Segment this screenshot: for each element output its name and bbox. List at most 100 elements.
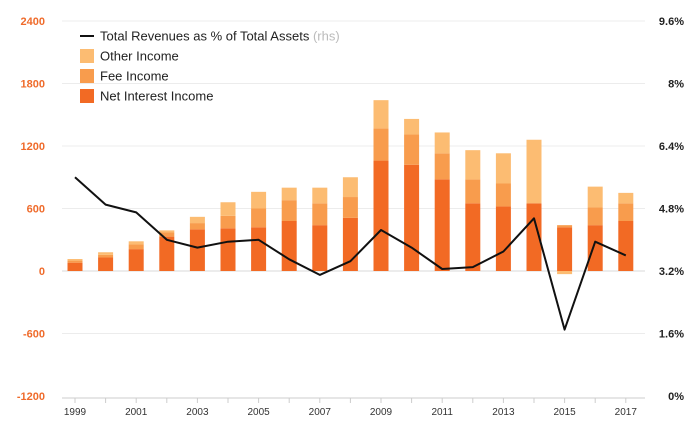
bar-fee-income-2001 <box>128 244 144 250</box>
left-tick-label: 1200 <box>21 141 45 153</box>
right-tick-label: 0% <box>668 391 684 403</box>
bar-other-income-2013 <box>495 153 511 184</box>
bar-other-income-2009 <box>373 100 389 129</box>
x-tick-label: 2001 <box>125 407 148 418</box>
bar-fee-income-2003 <box>189 223 205 230</box>
bar-net-interest-income-2014 <box>526 203 542 271</box>
bar-net-interest-income-2004 <box>220 228 236 271</box>
bar-fee-income-2007 <box>312 203 328 226</box>
x-tick-label: 2009 <box>370 407 393 418</box>
legend-swatch-other-income <box>80 49 94 63</box>
bar-fee-income-2005 <box>251 208 267 228</box>
bar-fee-income-2009 <box>373 128 389 161</box>
legend: Total Revenues as % of Total Assets (rhs… <box>80 29 340 104</box>
bars <box>67 100 634 275</box>
bar-fee-income-2013 <box>495 183 511 207</box>
right-tick-label: 9.6% <box>659 16 684 28</box>
bar-net-interest-income-2006 <box>281 221 297 271</box>
legend-item-fee-income: Fee Income <box>80 69 169 84</box>
legend-item-other-income: Other Income <box>80 49 179 64</box>
bar-fee-income-1999 <box>67 260 83 263</box>
bar-net-interest-income-2012 <box>465 203 481 271</box>
revenue-ratio-line-layer <box>74 176 627 331</box>
bar-net-interest-income-2009 <box>373 160 389 271</box>
right-tick-label: 3.2% <box>659 266 684 278</box>
x-axis: 1999 2001 2003 2005 2007 2009 2011 2013 2015 2017 <box>64 398 637 418</box>
bar-fee-income-2011 <box>434 153 450 180</box>
right-tick-label: 8% <box>668 79 684 91</box>
left-tick-label: -600 <box>23 329 45 341</box>
right-tick-label: 6.4% <box>659 141 684 153</box>
bar-net-interest-income-2016 <box>587 225 603 271</box>
bar-net-interest-income-2001 <box>128 249 144 271</box>
bar-other-income-1999 <box>67 259 83 261</box>
right-axis: 9.6% 8% 6.4% 4.8% 3.2% 1.6% 0% <box>659 16 684 403</box>
bar-other-income-2010 <box>404 118 420 135</box>
bar-other-income-2003 <box>189 216 205 224</box>
bar-net-interest-income-2011 <box>434 179 450 271</box>
right-tick-label: 4.8% <box>659 204 684 216</box>
bar-other-income-2014 <box>526 139 542 204</box>
bar-fee-income-2010 <box>404 134 420 165</box>
bar-fee-income-2004 <box>220 215 236 229</box>
legend-item-revenue-ratio: Total Revenues as % of Total Assets (rhs… <box>80 29 340 44</box>
bar-other-income-2007 <box>312 187 328 204</box>
bar-fee-income-2006 <box>281 200 297 221</box>
bar-other-income-2005 <box>251 191 267 209</box>
x-tick-label: 2013 <box>492 407 515 418</box>
bar-net-interest-income-1999 <box>67 262 83 271</box>
bar-other-income-2008 <box>342 177 358 198</box>
legend-swatch-net-interest-income <box>80 89 94 103</box>
bar-fee-income-2002 <box>159 232 175 237</box>
bar-fee-income-2000 <box>98 254 114 258</box>
bar-fee-income-2015 <box>557 225 573 228</box>
bar-other-income-2006 <box>281 187 297 201</box>
bar-fee-income-2016 <box>587 207 603 226</box>
bar-net-interest-income-2000 <box>98 257 114 271</box>
left-tick-label: 2400 <box>21 16 45 28</box>
bar-net-interest-income-2002 <box>159 236 175 271</box>
x-tick-label: 2003 <box>186 407 209 418</box>
bar-net-interest-income-2007 <box>312 225 328 271</box>
x-tick-label: 2015 <box>553 407 576 418</box>
bar-other-income-2015 <box>557 271 573 275</box>
bar-fee-income-2012 <box>465 179 481 204</box>
gridlines <box>62 20 645 334</box>
bar-net-interest-income-2003 <box>189 229 205 271</box>
bar-fee-income-2017 <box>618 203 634 221</box>
left-tick-label: 0 <box>39 266 45 278</box>
x-tick-label: 1999 <box>64 407 87 418</box>
x-tick-label: 2011 <box>431 407 453 418</box>
bar-other-income-2001 <box>128 241 144 245</box>
x-tick-label: 2017 <box>615 407 638 418</box>
bar-other-income-2017 <box>618 192 634 204</box>
bar-other-income-2000 <box>98 252 114 255</box>
legend-label: Total Revenues as % of Total Assets (rhs… <box>100 29 340 44</box>
left-axis: 2400 1800 1200 600 0 -600 -1200 <box>17 16 45 403</box>
bar-net-interest-income-2005 <box>251 227 267 271</box>
x-tick-label: 2007 <box>309 407 332 418</box>
legend-label: Net Interest Income <box>100 89 213 104</box>
legend-label: Other Income <box>100 49 179 64</box>
bar-other-income-2012 <box>465 150 481 180</box>
left-tick-label: 1800 <box>21 79 45 91</box>
x-tick-label: 2005 <box>247 407 270 418</box>
bar-net-interest-income-2010 <box>404 164 420 271</box>
left-tick-label: -1200 <box>17 391 45 403</box>
bar-net-interest-income-2013 <box>495 206 511 271</box>
bar-net-interest-income-2015 <box>557 227 573 271</box>
legend-rhs-suffix: (rhs) <box>313 29 340 44</box>
bar-other-income-2004 <box>220 202 236 216</box>
legend-swatch-fee-income <box>80 69 94 83</box>
legend-item-net-interest-income: Net Interest Income <box>80 89 213 104</box>
legend-label: Fee Income <box>100 69 169 84</box>
bar-net-interest-income-2017 <box>618 221 634 271</box>
bar-other-income-2016 <box>587 186 603 208</box>
revenue-ratio-line <box>74 176 627 331</box>
bar-fee-income-2008 <box>342 197 358 218</box>
right-tick-label: 1.6% <box>659 329 684 341</box>
bar-other-income-2002 <box>159 230 175 233</box>
bar-other-income-2011 <box>434 132 450 154</box>
left-tick-label: 600 <box>27 204 45 216</box>
